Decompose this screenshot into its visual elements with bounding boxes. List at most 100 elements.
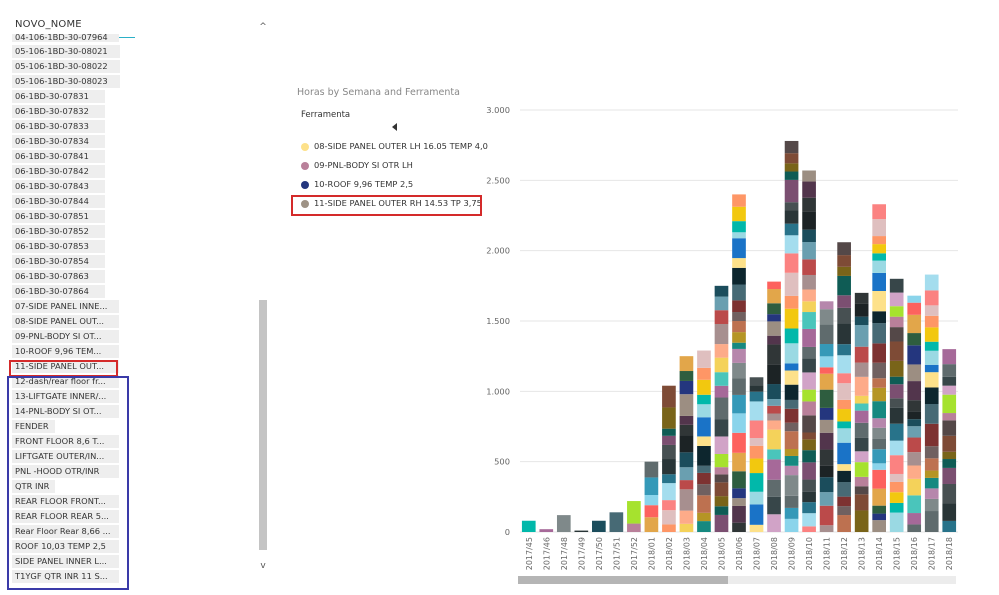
bar-segment[interactable] — [819, 432, 834, 450]
slicer-item[interactable]: 13-LIFTGATE INNER/... — [12, 390, 119, 403]
bar-segment[interactable] — [872, 520, 886, 532]
bar-segment[interactable] — [714, 357, 729, 373]
bar-segment[interactable] — [872, 438, 886, 450]
bar-segment[interactable] — [767, 303, 781, 315]
bar-segment[interactable] — [732, 258, 746, 268]
bar-segment[interactable] — [854, 403, 869, 411]
bar-segment[interactable] — [679, 435, 694, 453]
bar-segment[interactable] — [924, 290, 939, 306]
bar-segment[interactable] — [924, 470, 939, 478]
bar-segment[interactable] — [714, 506, 729, 515]
legend-item[interactable]: 11-SIDE PANEL OUTER RH 14.53 TP 3,75 — [301, 198, 482, 212]
bar-segment[interactable] — [714, 474, 729, 483]
bar-segment[interactable] — [802, 432, 816, 440]
bar-segment[interactable] — [767, 496, 781, 515]
slicer-item[interactable]: 05-106-1BD-30-08023 — [12, 75, 120, 88]
bar-segment[interactable] — [732, 284, 746, 301]
bar-segment[interactable] — [837, 506, 851, 516]
bar-segment[interactable] — [784, 370, 799, 385]
slicer-item[interactable]: REAR FLOOR REAR 5... — [12, 510, 119, 523]
bar-segment[interactable] — [924, 387, 939, 404]
slicer-item[interactable]: 11-SIDE PANEL OUT... — [12, 360, 119, 373]
bar-segment[interactable] — [837, 428, 851, 443]
bar-segment[interactable] — [784, 163, 799, 172]
bar-segment[interactable] — [872, 449, 886, 464]
bar-segment[interactable] — [872, 272, 886, 291]
bar-segment[interactable] — [872, 219, 886, 237]
bar-segment[interactable] — [942, 503, 957, 521]
bar-segment[interactable] — [767, 429, 781, 450]
bar-segment[interactable] — [662, 444, 676, 460]
bar-segment[interactable] — [872, 463, 886, 470]
bar-segment[interactable] — [662, 407, 676, 429]
bar-segment[interactable] — [767, 384, 781, 400]
slicer-item[interactable]: LIFTGATE OUTER/IN... — [12, 450, 119, 463]
bar-segment[interactable] — [924, 372, 939, 388]
bar-segment[interactable] — [872, 290, 886, 312]
bar-segment[interactable] — [697, 367, 711, 380]
bar-segment[interactable] — [802, 312, 816, 329]
bar-segment[interactable] — [714, 344, 729, 358]
bar-segment[interactable] — [697, 495, 711, 513]
bar-segment[interactable] — [767, 289, 781, 304]
bar-segment[interactable] — [889, 316, 904, 328]
bar-segment[interactable] — [714, 323, 729, 345]
bar-segment[interactable] — [697, 512, 711, 522]
bar-segment[interactable] — [732, 378, 746, 395]
bar-segment[interactable] — [837, 344, 851, 356]
bar-segment[interactable] — [889, 360, 904, 377]
bar-segment[interactable] — [924, 350, 939, 365]
slicer-item[interactable]: 10-ROOF 9,96 TEM... — [12, 345, 119, 358]
bar-segment[interactable] — [714, 436, 729, 454]
scroll-up-icon[interactable]: ^ — [259, 22, 267, 32]
bar-segment[interactable] — [907, 426, 922, 438]
bar-segment[interactable] — [942, 413, 957, 421]
bar-segment[interactable] — [854, 462, 869, 477]
bar-segment[interactable] — [662, 459, 676, 475]
bar-segment[interactable] — [837, 355, 851, 374]
bar-segment[interactable] — [767, 413, 781, 421]
bar-segment[interactable] — [802, 170, 816, 182]
bar-segment[interactable] — [784, 399, 799, 409]
bar-segment[interactable] — [889, 327, 904, 342]
bar-segment[interactable] — [819, 505, 834, 526]
slicer-item[interactable]: 06-1BD-30-07841 — [12, 150, 105, 163]
bar-segment[interactable] — [732, 342, 746, 349]
bar-segment[interactable] — [784, 518, 799, 532]
bar-segment[interactable] — [889, 502, 904, 513]
bar-segment[interactable] — [924, 423, 939, 447]
bar-segment[interactable] — [627, 501, 641, 524]
bar-segment[interactable] — [662, 474, 676, 484]
bar-segment[interactable] — [784, 272, 799, 296]
bar-segment[interactable] — [907, 524, 922, 532]
bar-segment[interactable] — [679, 489, 694, 511]
bar-segment[interactable] — [714, 419, 729, 437]
bar-segment[interactable] — [732, 238, 746, 259]
slicer-item[interactable]: 12-dash/rear floor fr... — [12, 375, 119, 388]
bar-segment[interactable] — [784, 295, 799, 309]
bar-segment[interactable] — [767, 321, 781, 336]
bar-segment[interactable] — [907, 452, 922, 466]
slicer-item[interactable]: 06-1BD-30-07852 — [12, 225, 105, 238]
bar-segment[interactable] — [837, 307, 851, 324]
bar-segment[interactable] — [889, 440, 904, 456]
bar-segment[interactable] — [872, 427, 886, 439]
bar-segment[interactable] — [854, 292, 869, 304]
bar-segment[interactable] — [749, 420, 764, 439]
bar-segment[interactable] — [924, 446, 939, 459]
slicer-item[interactable]: 08-SIDE PANEL OUT... — [12, 315, 119, 328]
bar-segment[interactable] — [784, 179, 799, 203]
bar-segment[interactable] — [732, 432, 746, 453]
bar-segment[interactable] — [872, 387, 886, 402]
bar-segment[interactable] — [924, 327, 939, 342]
bar-segment[interactable] — [819, 449, 834, 466]
slicer-item[interactable]: 14-PNL-BODY SI OT... — [12, 405, 119, 418]
bar-segment[interactable] — [802, 259, 816, 275]
bar-segment[interactable] — [767, 420, 781, 430]
bar-segment[interactable] — [767, 344, 781, 365]
slicer-item[interactable]: FENDER — [12, 420, 55, 433]
bar-segment[interactable] — [802, 401, 816, 416]
bar-segment[interactable] — [732, 498, 746, 506]
bar-segment[interactable] — [784, 253, 799, 273]
bar-segment[interactable] — [907, 333, 922, 346]
